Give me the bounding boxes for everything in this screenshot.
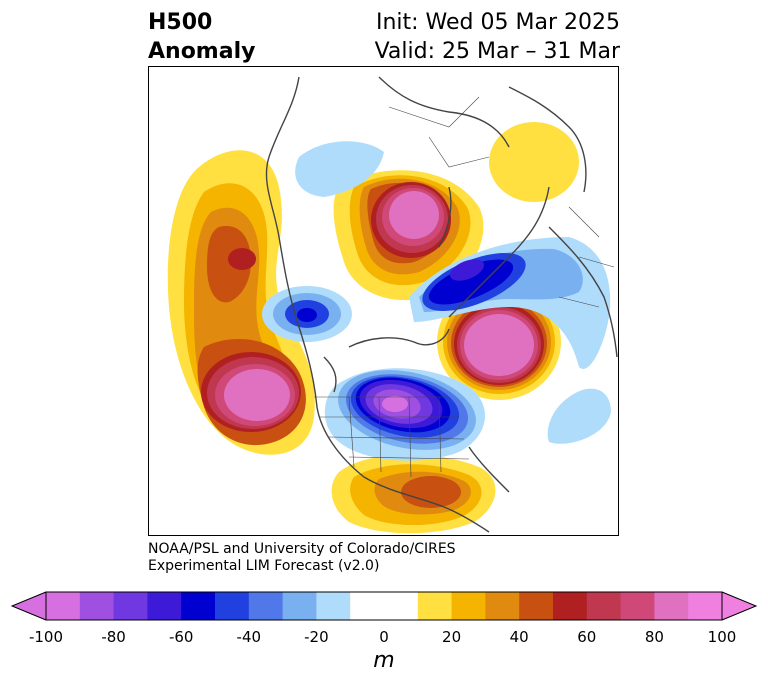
colorbar-tick-label: 100 <box>707 628 737 646</box>
colorbar-high-extend <box>722 592 756 620</box>
colorbar-cell <box>215 592 250 620</box>
colorbar-tick-label: -80 <box>101 628 126 646</box>
data-credit: NOAA/PSL and University of Colorado/CIRE… <box>148 541 456 575</box>
colorbar-cell <box>620 592 655 620</box>
valid-range: Valid: 25 Mar – 31 Mar <box>374 39 620 64</box>
colorbar-cell <box>384 592 419 620</box>
colorbar-cell <box>316 592 351 620</box>
map-canvas <box>149 67 618 535</box>
colorbar-cell <box>654 592 689 620</box>
anomaly-map <box>148 66 619 536</box>
colorbar-cell <box>586 592 622 620</box>
colorbar-cell <box>147 592 182 620</box>
colorbar-tick-label: -40 <box>236 628 262 646</box>
colorbar-cell <box>181 592 216 620</box>
colorbar-cell <box>451 592 486 620</box>
colorbar-cell <box>485 592 520 620</box>
atlantic-ridge <box>437 284 561 400</box>
colorbar-cell <box>688 592 723 620</box>
credit-line-1: NOAA/PSL and University of Colorado/CIRE… <box>148 541 456 557</box>
colorbar-cell <box>46 592 81 620</box>
pacific-ridge <box>167 150 315 455</box>
colorbar-tick-label: -60 <box>168 628 194 646</box>
colorbar-units: m <box>373 648 395 673</box>
colorbar-cell <box>519 592 554 620</box>
colorbar-cell <box>113 592 148 620</box>
colorbar-ticks: -100 -80 -60 -40 -20 0 20 40 60 80 100 <box>0 628 768 648</box>
colorbar-tick-label: 0 <box>379 628 389 646</box>
siberia-ridge <box>489 122 579 202</box>
title-type: Anomaly <box>148 39 256 64</box>
colorbar-tick-label: -100 <box>28 628 64 646</box>
colorbar-tick-label: -20 <box>304 628 329 646</box>
arctic-ridge <box>333 170 484 301</box>
init-date: Init: Wed 05 Mar 2025 <box>375 10 620 35</box>
colorbar-tick-label: 40 <box>509 628 529 646</box>
colorbar-low-extend <box>12 592 46 620</box>
colorbar-cell <box>248 592 284 620</box>
north-pacific-trough <box>262 286 352 342</box>
coastlines <box>265 76 618 533</box>
colorbar-tick-label: 20 <box>442 628 462 646</box>
colorbar-cell <box>350 592 385 620</box>
borders <box>314 96 615 478</box>
arctic-trough <box>295 141 384 197</box>
plot-title: H500 Anomaly <box>148 8 255 66</box>
europe-trough <box>409 237 611 369</box>
colorbar-cell <box>553 592 588 620</box>
colorbar-cell <box>417 592 453 620</box>
east-atlantic-trough <box>547 388 611 444</box>
title-variable: H500 <box>148 10 213 35</box>
gulf-ridge <box>331 454 496 534</box>
credit-line-2: Experimental LIM Forecast (v2.0) <box>148 558 380 574</box>
forecast-dates: Init: Wed 05 Mar 2025 Valid: 25 Mar – 31… <box>375 8 620 66</box>
colorbar-tick-label: 60 <box>577 628 597 646</box>
colorbar-cell <box>79 592 115 620</box>
colorbar <box>10 591 758 621</box>
colorbar-cell <box>282 592 317 620</box>
colorbar-tick-label: 80 <box>644 628 664 646</box>
